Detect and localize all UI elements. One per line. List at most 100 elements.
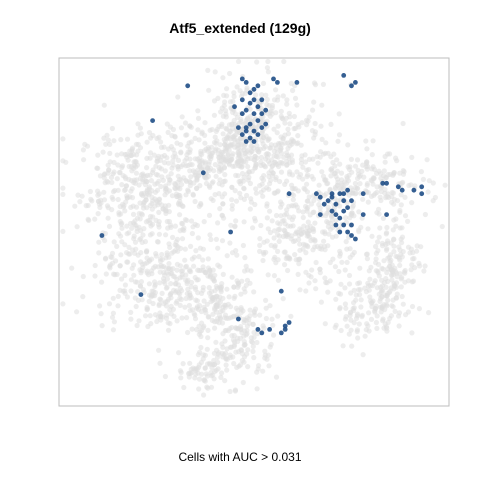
background-cell-point — [385, 266, 391, 272]
background-cell-point — [144, 268, 150, 274]
background-cell-point — [241, 359, 247, 365]
background-cell-point — [190, 168, 196, 174]
background-cell-point — [187, 183, 193, 189]
background-cell-point — [96, 239, 102, 245]
background-cell-point — [229, 156, 235, 162]
background-cell-point — [417, 263, 423, 269]
background-cell-point — [131, 179, 137, 186]
background-cell-point — [333, 322, 339, 328]
background-cell-point — [109, 314, 116, 320]
background-cell-point — [420, 176, 426, 182]
background-cell-point — [162, 299, 168, 305]
background-cell-point — [393, 155, 399, 161]
background-cell-point — [239, 91, 246, 97]
background-cell-point — [366, 310, 372, 316]
background-cell-point — [378, 284, 384, 290]
background-cell-point — [192, 156, 198, 162]
background-cell-point — [207, 232, 213, 238]
background-cell-point — [206, 154, 213, 160]
background-cell-point — [179, 114, 185, 120]
background-cell-point — [283, 211, 290, 217]
background-cell-point — [200, 352, 207, 358]
background-cell-point — [113, 258, 119, 264]
background-cell-point — [368, 316, 375, 322]
background-cell-point — [416, 306, 422, 312]
background-cell-point — [294, 169, 300, 175]
background-cell-point — [245, 156, 251, 162]
background-cell-point — [176, 177, 182, 183]
background-cell-point — [278, 213, 284, 219]
background-cell-point — [173, 186, 179, 192]
background-cell-point — [271, 190, 277, 196]
background-cell-point — [271, 332, 277, 338]
background-cell-point — [188, 284, 194, 290]
background-cell-point — [309, 267, 315, 273]
background-cell-point — [245, 147, 251, 153]
background-cell-point — [345, 142, 351, 148]
background-cell-point — [262, 348, 268, 354]
background-cell-point — [241, 342, 247, 348]
background-cell-point — [151, 152, 157, 158]
background-cell-point — [357, 265, 363, 271]
background-cell-point — [359, 168, 365, 174]
highlighted-cell-point — [345, 229, 350, 235]
background-cell-point — [218, 287, 224, 293]
background-cell-point — [220, 131, 226, 137]
background-cell-point — [236, 282, 242, 288]
background-cell-point — [296, 208, 302, 214]
highlighted-cell-layer — [99, 73, 425, 336]
highlighted-cell-point — [247, 90, 253, 96]
background-cell-point — [100, 149, 106, 155]
background-cell-point — [282, 262, 288, 268]
background-cell-point — [358, 304, 364, 310]
background-cell-point — [199, 158, 205, 164]
background-cell-point — [180, 221, 186, 227]
background-cell-point — [137, 125, 143, 131]
background-cell-point — [110, 295, 116, 301]
background-cell-point — [118, 137, 124, 143]
background-cell-point — [254, 386, 260, 392]
background-cell-point — [198, 333, 204, 340]
background-cell-point — [131, 272, 137, 278]
background-cell-point — [79, 193, 85, 199]
background-cell-point — [312, 278, 318, 284]
background-cell-point — [418, 244, 424, 250]
background-cell-point — [156, 231, 162, 237]
background-cell-point — [197, 183, 203, 189]
background-cell-point — [336, 290, 342, 296]
background-cell-point — [321, 151, 327, 157]
background-cell-point — [194, 222, 200, 229]
background-cell-point — [214, 318, 220, 325]
background-cell-point — [63, 159, 69, 165]
background-cell-point — [319, 136, 325, 142]
background-cell-point — [310, 176, 316, 182]
background-cell-point — [241, 186, 247, 192]
background-cell-point — [162, 168, 168, 174]
background-cell-point — [215, 262, 221, 268]
background-cell-point — [189, 326, 195, 332]
background-cell-point — [168, 171, 174, 177]
background-cell-point — [284, 253, 290, 259]
highlighted-cell-point — [247, 121, 253, 127]
background-cell-point — [227, 143, 234, 149]
background-cell-point — [211, 357, 217, 364]
background-cell-point — [177, 193, 183, 199]
background-cell-point — [364, 256, 370, 262]
highlighted-cell-point — [419, 184, 425, 190]
background-cell-point — [286, 203, 292, 209]
highlighted-cell-point — [360, 191, 366, 197]
background-cell-point — [323, 191, 329, 197]
background-cell-point — [253, 186, 259, 192]
background-cell-point — [170, 147, 176, 153]
background-cell-point — [247, 180, 253, 187]
background-cell-point — [325, 289, 331, 295]
background-cell-point — [271, 153, 277, 159]
background-cell-point — [187, 123, 193, 129]
background-cell-point — [308, 274, 314, 280]
background-cell-point — [384, 230, 390, 236]
highlighted-cell-point — [263, 107, 269, 113]
background-cell-point — [300, 229, 307, 235]
background-cell-point — [156, 197, 162, 203]
background-cell-point — [389, 262, 395, 268]
highlighted-cell-point — [360, 212, 366, 218]
